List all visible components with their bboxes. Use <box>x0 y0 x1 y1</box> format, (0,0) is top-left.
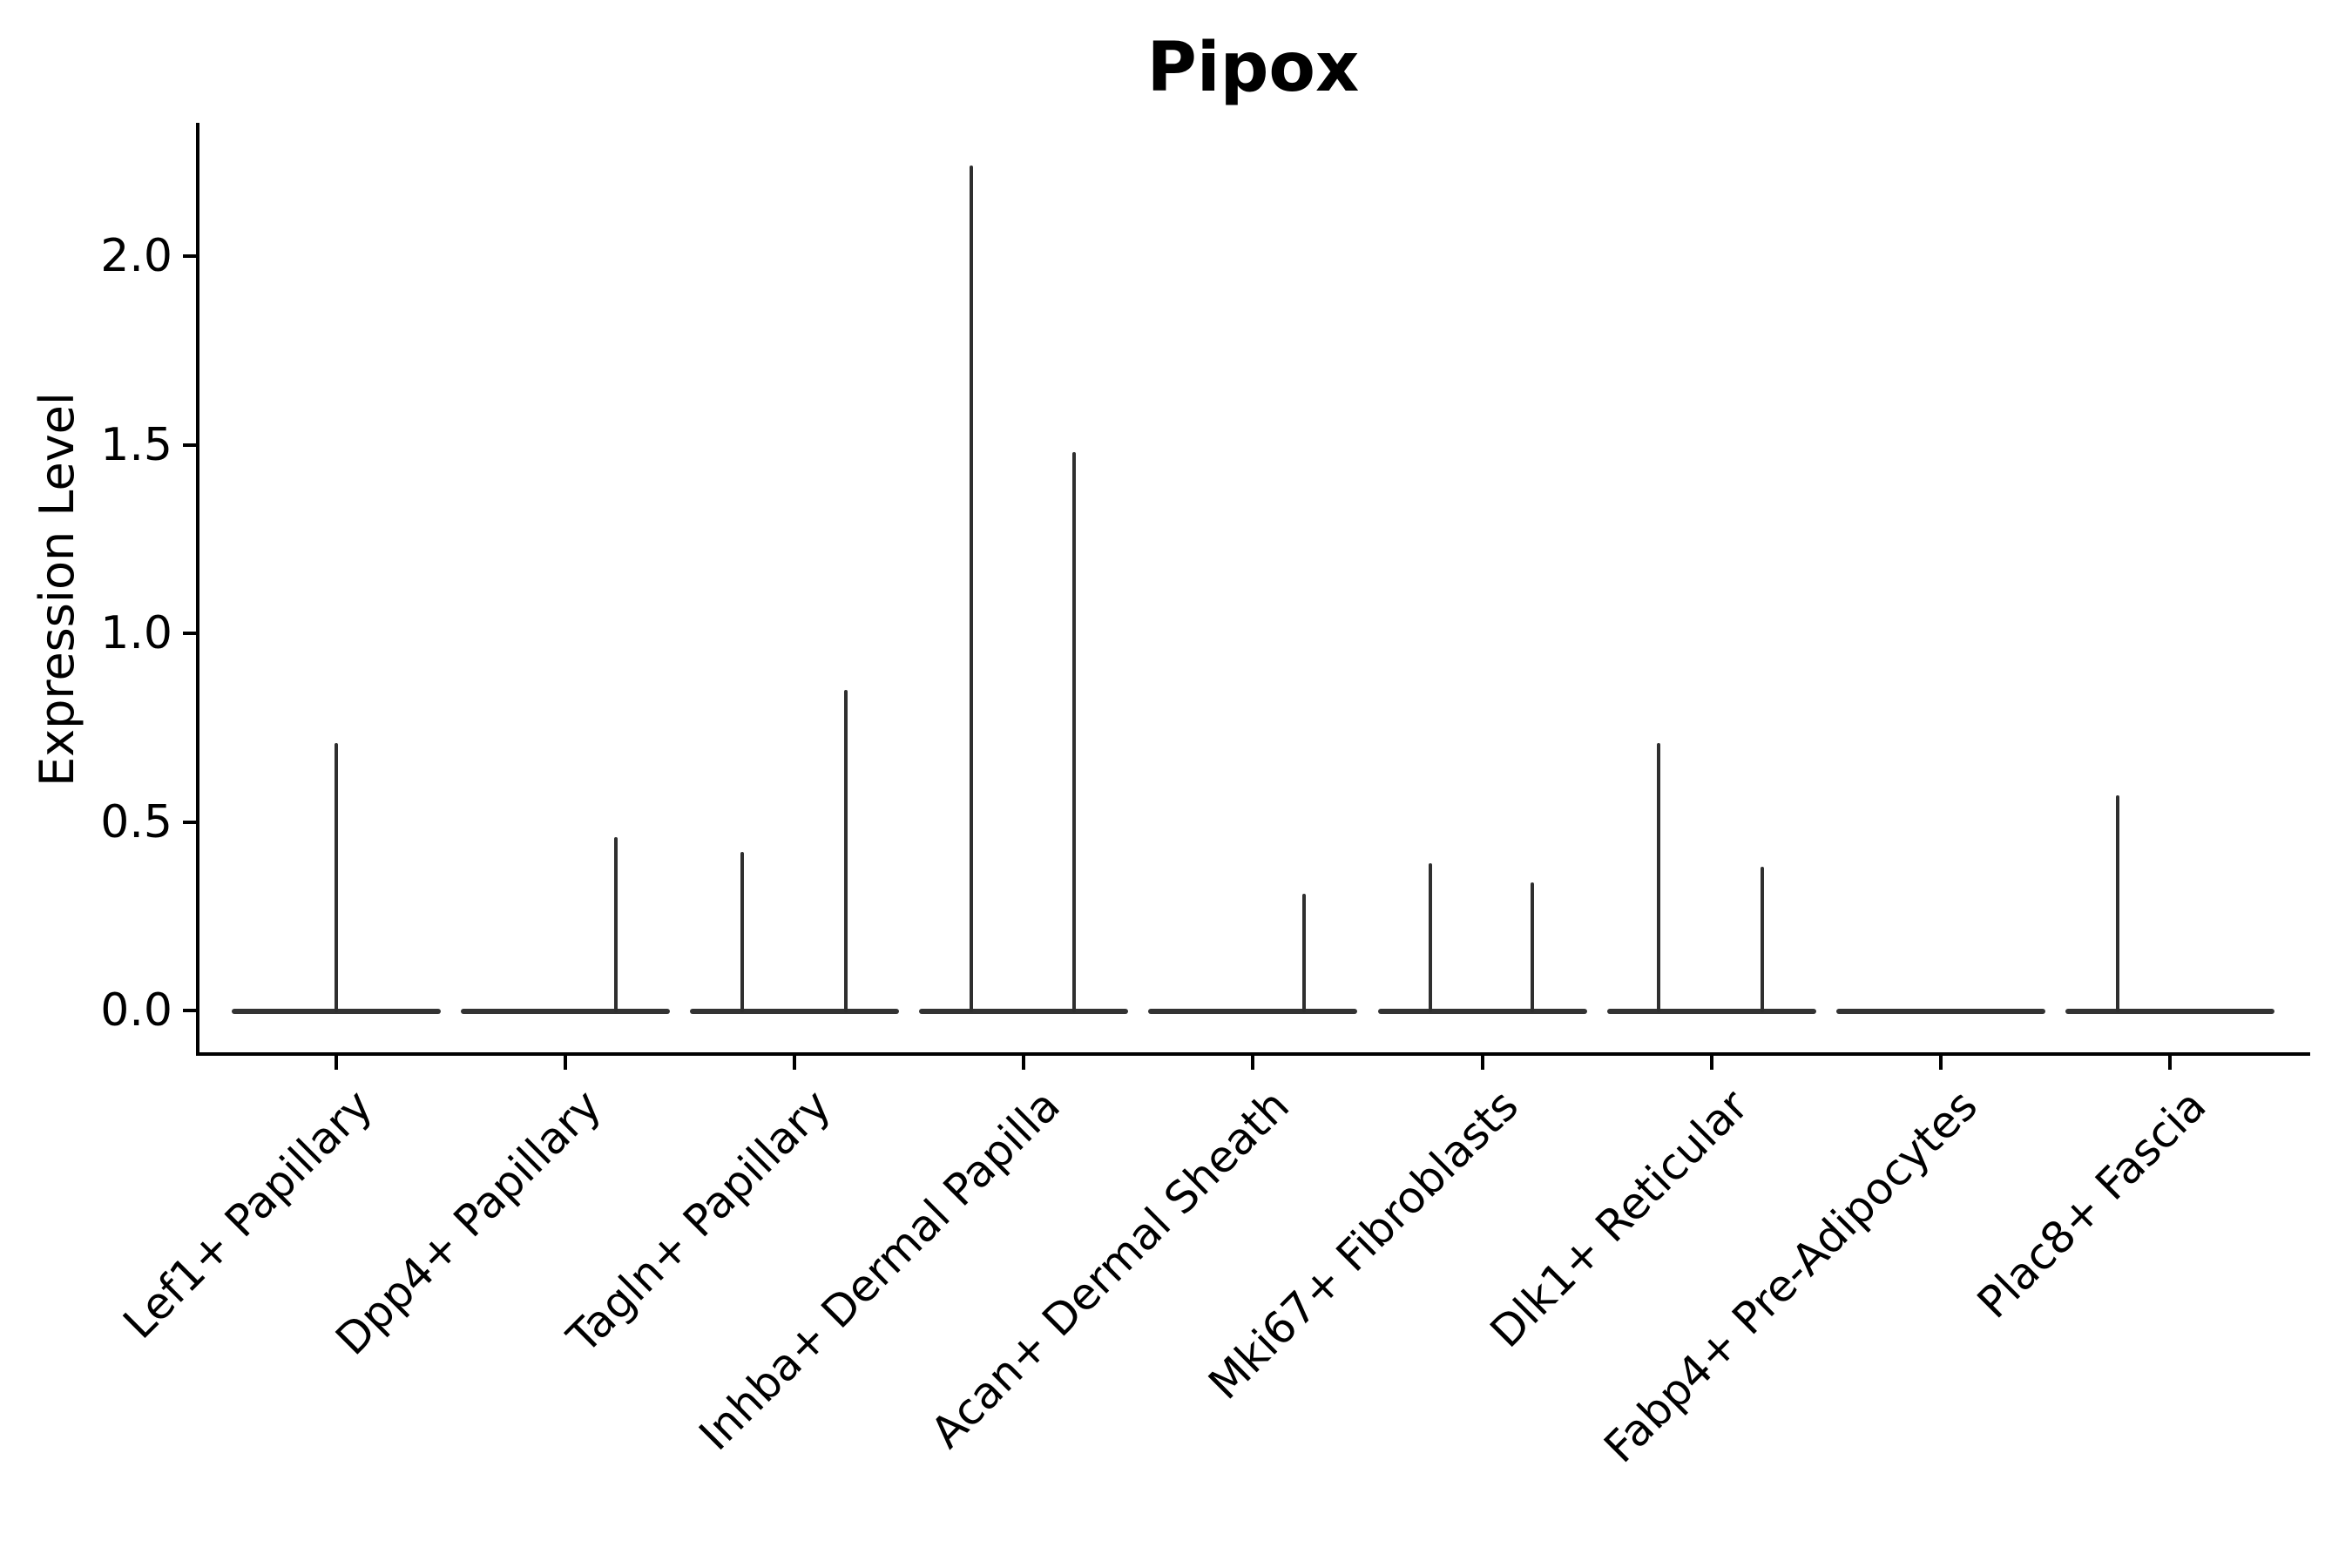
x-tick <box>1938 1056 1943 1070</box>
violin-spike <box>334 742 338 1012</box>
violin-spike <box>613 836 618 1012</box>
x-tick <box>1022 1056 1026 1070</box>
violin-spike <box>970 166 974 1012</box>
y-tick-label: 1.0 <box>100 607 172 659</box>
y-tick <box>183 1009 197 1012</box>
violin-body <box>1835 1009 2045 1014</box>
x-tick <box>1709 1056 1713 1070</box>
y-tick <box>183 254 197 258</box>
y-tick <box>183 443 197 447</box>
violin-body <box>1606 1009 1816 1014</box>
chart-title: Pipox <box>1146 29 1360 107</box>
x-axis-spine <box>196 1052 2310 1056</box>
x-tick-label: Plac8+ Fascia <box>1968 1079 2217 1328</box>
violin-spike <box>843 689 848 1012</box>
y-tick-label: 0.0 <box>100 984 172 1037</box>
x-tick-label: Fabp4+ Pre-Adipocytes <box>1594 1079 1987 1473</box>
y-tick-label: 2.0 <box>100 230 172 282</box>
violin-spike <box>1302 893 1307 1012</box>
violin-body <box>919 1009 1129 1014</box>
violin-body <box>689 1009 899 1014</box>
violin-spike <box>1530 882 1534 1012</box>
x-tick <box>1251 1056 1255 1070</box>
x-tick <box>1480 1056 1484 1070</box>
y-tick <box>183 820 197 824</box>
y-tick-label: 0.5 <box>100 795 172 848</box>
x-tick <box>2168 1056 2173 1070</box>
violin-spike <box>2116 795 2120 1012</box>
x-tick <box>563 1056 567 1070</box>
violin-spike <box>1428 863 1432 1012</box>
violin-body <box>460 1009 670 1014</box>
x-tick-label: Dlk1+ Reticular <box>1480 1079 1758 1358</box>
violin-spike <box>1656 742 1660 1012</box>
x-tick-label: Lef1+ Papillary <box>113 1079 382 1348</box>
violin-body <box>1377 1009 1587 1014</box>
violin-body <box>2065 1009 2275 1014</box>
y-tick <box>183 632 197 635</box>
y-axis-spine <box>196 123 199 1056</box>
violin-body <box>1148 1009 1358 1014</box>
violin-spike <box>740 852 744 1012</box>
violin-spike <box>1072 452 1077 1012</box>
x-tick <box>792 1056 796 1070</box>
violin-spike <box>1760 867 1764 1012</box>
y-tick-label: 1.5 <box>100 418 172 471</box>
x-tick <box>334 1056 338 1070</box>
